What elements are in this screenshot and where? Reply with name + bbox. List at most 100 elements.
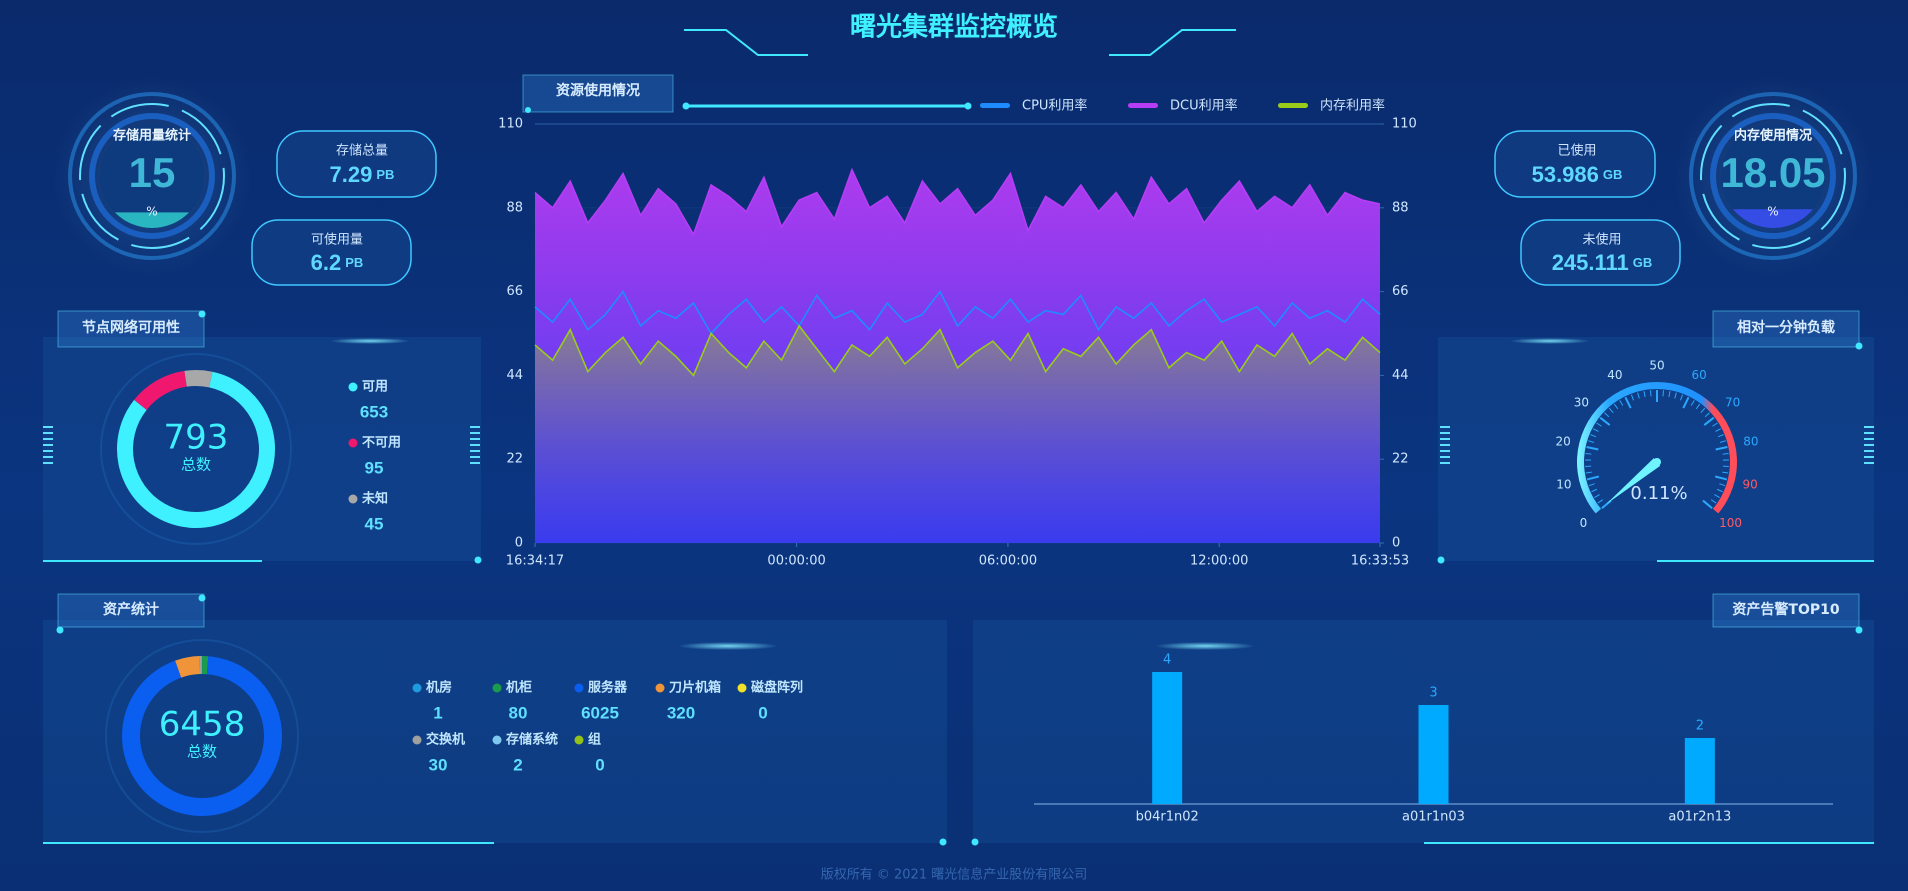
series-line [534,167,1381,237]
donut-total-label: 总数 [181,456,211,474]
gauge-minor-tick [1594,494,1600,498]
card-label: 未使用 [1582,232,1621,248]
y2-tick-label: 66 [1392,284,1409,299]
gauge-minor-tick [1588,440,1595,443]
donut-slice [175,656,201,678]
x-tick-label: 06:00:00 [979,554,1037,569]
gauge-tick [1703,416,1715,426]
legend-label: 未知 [361,491,388,507]
gauge-tick-label: 30 [1574,395,1589,409]
liquid-unit: % [1767,205,1778,219]
gauge-hub [1653,458,1661,466]
chart-title: 资源使用情况 [556,82,640,99]
gauge-minor-tick [1588,483,1595,487]
gauge-minor-tick [1715,428,1722,432]
y2-tick-label: 44 [1392,368,1409,383]
storage-card: 可使用量 6.2 PB [251,219,412,286]
gauge-minor-tick [1668,391,1671,398]
bar [1418,705,1449,804]
legend-value: 1 [433,703,442,722]
ring-inner [89,113,215,239]
area-fill [535,325,1380,543]
ring-inner [1710,113,1836,239]
gauge-minor-tick [1604,412,1610,418]
legend-dot [492,683,502,693]
bar [1152,672,1183,804]
gauge-tick [1624,396,1632,409]
panel-title: 资产统计 [103,601,159,618]
footer: 版权所有 © 2021 曙光信息产业股份有限公司 [821,867,1087,883]
legend-label: CPU利用率 [1022,98,1087,114]
legend-value: 653 [360,402,388,421]
ring-outer [68,92,236,260]
y2-tick-label: 0 [1392,536,1400,551]
gauge-tick-label: 80 [1743,435,1758,449]
gauge-tick-label: 100 [1719,516,1742,530]
gauge-tick [1715,446,1728,451]
panel-title: 相对一分钟负载 [1737,319,1835,336]
gauge-minor-tick [1719,483,1726,487]
ring-outer [1689,92,1857,260]
gauge-minor-tick [1608,407,1614,413]
legend-label: DCU利用率 [1170,98,1238,114]
legend-dot [574,683,584,693]
legend-dot [737,683,747,693]
x-tick-label: a01r1n03 [1402,810,1465,825]
legend-swatch [1278,103,1308,108]
gauge-minor-tick [1597,499,1604,504]
legend-label: 不可用 [362,436,401,451]
liquid-value: 15 [129,149,176,196]
card-value: 7.29 PB [330,162,395,187]
memory-card: 未使用 245.111 GB [1520,219,1681,286]
gauge-tick-label: 0 [1580,516,1588,530]
gauge-tick [1599,416,1611,426]
card-number: 53.986 [1532,162,1599,187]
gauge-tick-label: 40 [1607,368,1622,382]
gauge-minor-tick [1649,390,1652,397]
gauge-minor-tick [1619,400,1624,406]
liquid-bg [1721,124,1825,228]
gauge-minor-tick [1717,434,1724,438]
bar-value: 4 [1163,653,1171,668]
gauge-minor-tick [1695,403,1701,410]
legend-value: 45 [365,514,384,533]
legend-dot [348,382,358,392]
bar-value: 3 [1429,686,1437,701]
bar-value: 2 [1696,719,1704,734]
gauge-minor-tick [1722,452,1729,455]
card-value: 245.111 GB [1552,250,1653,275]
card-unit: GB [1603,167,1623,182]
gauge-minor-tick [1590,434,1597,438]
gauge-minor-tick [1662,390,1665,397]
legend-dot [655,683,665,693]
donut-total: 6458 [159,705,246,745]
legend-label: 机房 [426,680,452,696]
gauge-ring [1577,382,1737,514]
gauge-minor-tick [1712,422,1718,427]
card-number: 245.111 [1552,250,1629,275]
card-value: 53.986 GB [1532,162,1623,187]
legend-label: 交换机 [426,732,465,748]
legend-swatch [1128,103,1158,108]
x-tick-label: 00:00:00 [767,554,825,569]
legend-label: 服务器 [588,680,628,696]
gauge-minor-tick [1637,392,1640,399]
ring-mid [79,103,225,249]
legend-label: 磁盘阵列 [751,680,803,696]
card-label: 可使用量 [311,232,363,248]
gauge-minor-tick [1596,422,1602,427]
x-tick-label: 12:00:00 [1190,554,1248,569]
card-number: 7.29 [330,162,373,187]
donut-slice [202,656,209,675]
donut-slice [184,370,213,388]
header-decoration [684,29,1236,56]
liquid-bg [100,124,204,228]
y2-tick-label: 22 [1392,452,1409,467]
card-label: 存储总量 [336,144,388,159]
donut-glow [105,639,299,833]
card-label: 已使用 [1557,143,1596,159]
donut-total-label: 总数 [187,743,217,761]
x-tick-label: b04r1n02 [1136,810,1199,825]
card-unit: PB [376,167,394,182]
y2-tick-label: 110 [1392,117,1417,132]
